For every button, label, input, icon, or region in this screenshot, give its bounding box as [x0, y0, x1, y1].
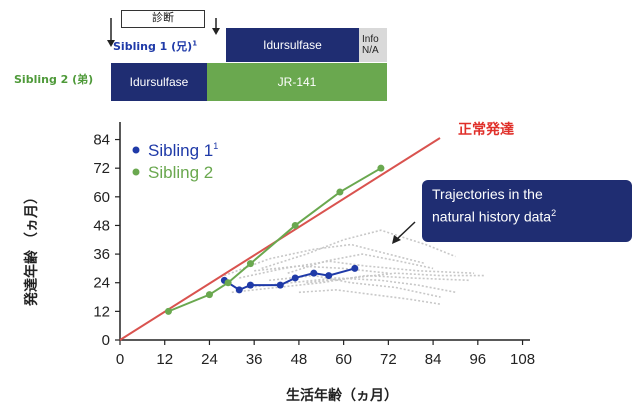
- series-2-point-1: [205, 291, 213, 299]
- x-tick-label-9: 108: [510, 351, 535, 368]
- reference-line-label: 正常発達: [458, 121, 514, 137]
- x-tick-label-7: 84: [425, 351, 442, 368]
- natural-history-line-8: [254, 265, 389, 274]
- y-tick-label-2: 24: [93, 275, 110, 292]
- diagnosis-arrows: [107, 18, 220, 47]
- series-1-point-1: [235, 286, 243, 294]
- callout-line1: Trajectories in the: [432, 186, 543, 202]
- series-2-point-0: [164, 307, 172, 315]
- series-group: [164, 164, 385, 315]
- sibling2-label-text: Sibling 2 (弟): [14, 73, 94, 86]
- x-tick-label-3: 36: [246, 351, 263, 368]
- chart-axes: 0 12 24 36 48 60 72 84 96 108 0 12 24 36 48 60 72 84: [93, 122, 535, 368]
- natural-history-callout: Trajectories in the natural history data…: [422, 180, 632, 242]
- sibling1-label-text: Sibling 1 (兄): [113, 40, 193, 53]
- diagnosis-label: 診断: [152, 11, 174, 24]
- y-tick-label-6: 72: [93, 160, 110, 177]
- y-axis-title: 発達年齢 （ヵ月）: [23, 190, 39, 307]
- callout-line2: natural history data: [432, 208, 552, 225]
- diagnosis-arrow-left-head: [107, 40, 115, 47]
- diagnosis-box: 診断: [121, 10, 205, 28]
- series-1-point-3: [276, 281, 284, 289]
- bar-sibling2-jr141: JR-141: [207, 63, 387, 101]
- series-1-point-6: [325, 272, 333, 280]
- series-1-point-5: [310, 269, 318, 277]
- legend: Sibling 11 Sibling 2: [132, 141, 218, 182]
- bar-sibling2-idursulfase: Idursulfase: [111, 63, 207, 101]
- sibling2-label: Sibling 2 (弟): [14, 71, 93, 87]
- y-tick-label-7: 84: [93, 132, 110, 149]
- diagnosis-arrow-right-head: [212, 28, 220, 35]
- bar-sibling1-info-na: Info N/A: [359, 28, 387, 62]
- natural-history-line-2: [261, 229, 456, 270]
- y-tick-label-1: 12: [93, 303, 110, 320]
- series-2-point-3: [246, 260, 254, 268]
- x-tick-label-5: 60: [335, 351, 352, 368]
- x-tick-label-4: 48: [291, 351, 308, 368]
- legend-label-2: Sibling 2: [148, 163, 213, 182]
- callout-arrow: [392, 221, 416, 244]
- x-tick-label-1: 12: [156, 351, 173, 368]
- series-2-point-6: [377, 164, 385, 172]
- x-tick-label-2: 24: [201, 351, 218, 368]
- series-1-point-7: [351, 264, 359, 272]
- legend-marker-2: [132, 168, 140, 176]
- x-tick-label-0: 0: [116, 351, 124, 368]
- x-tick-label-6: 72: [380, 351, 397, 368]
- series-2-point-4: [291, 221, 299, 229]
- natural-history-line-0: [224, 243, 426, 277]
- natural-history-line-6: [287, 253, 434, 274]
- bar-sibling1-idursulfase: Idursulfase: [226, 28, 359, 62]
- callout-sup: 2: [551, 208, 557, 218]
- y-tick-label-4: 48: [93, 217, 110, 234]
- bar-sibling1-info-na-label: Info N/A: [362, 34, 379, 56]
- natural-history-line-1: [239, 260, 475, 279]
- bar-sibling2-idursulfase-label: Idursulfase: [129, 75, 189, 89]
- legend-label-1: Sibling 11: [148, 141, 218, 160]
- natural-history-line-9: [306, 272, 486, 284]
- series-1-point-2: [246, 281, 254, 289]
- series-2-point-5: [336, 188, 344, 196]
- y-tick-label-5: 60: [93, 189, 110, 206]
- y-tick-label-3: 36: [93, 246, 110, 263]
- sibling1-label: Sibling 1 (兄)1: [113, 38, 197, 54]
- natural-history-line-7: [298, 289, 441, 305]
- sibling1-label-sup: 1: [192, 39, 198, 48]
- x-axis-title: 生活年齢（ヵ月）: [286, 387, 398, 403]
- x-tick-label-8: 96: [469, 351, 486, 368]
- bar-sibling1-idursulfase-label: Idursulfase: [263, 38, 322, 52]
- legend-label-sup-1: 1: [213, 141, 218, 151]
- y-tick-label-0: 0: [102, 332, 110, 349]
- series-1-point-4: [291, 274, 299, 282]
- series-2-point-2: [224, 279, 232, 287]
- bar-sibling2-jr141-label: JR-141: [277, 75, 317, 89]
- legend-marker-1: [132, 146, 140, 154]
